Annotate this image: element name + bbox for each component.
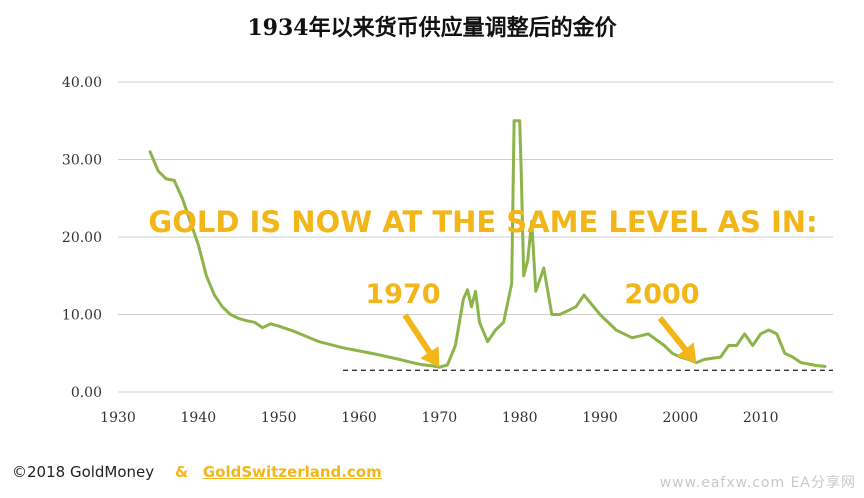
annotation-1970-arrowhead	[420, 346, 440, 368]
watermark: www.eafxw.com EA分享网	[659, 475, 856, 491]
y-tick-label: 20.00	[62, 230, 102, 246]
y-tick-label: 0.00	[71, 385, 102, 401]
annotation-1970-label: 1970	[365, 279, 440, 310]
x-tick-labels: 1930 1940 1950 1960 1970 1980 1990 2000 2010	[100, 410, 778, 426]
grid-lines	[118, 81, 833, 393]
y-tick-label: 30.00	[62, 153, 102, 169]
annotation-2000-label: 2000	[624, 279, 699, 310]
gold-price-line	[148, 119, 827, 369]
annotation-headline: GOLD IS NOW AT THE SAME LEVEL AS IN:	[148, 205, 817, 239]
y-tick-label: 10.00	[62, 308, 102, 324]
copyright-text: ©2018 GoldMoney	[12, 463, 155, 481]
footer: ©2018 GoldMoney & GoldSwitzerland.com	[12, 463, 382, 481]
x-tick-label: 1990	[582, 410, 618, 426]
goldswitzerland-link[interactable]: GoldSwitzerland.com	[202, 463, 382, 481]
y-tick-label: 40.00	[62, 75, 102, 91]
annotation-1970-arrow-shaft	[402, 313, 432, 354]
series-layer	[148, 119, 827, 369]
chart-title: 1934年以来货币供应量调整后的金价	[247, 15, 617, 41]
y-tick-labels: 0.00 10.00 20.00 30.00 40.00	[62, 75, 102, 401]
annotation-2000-arrow-shaft	[657, 316, 688, 352]
x-tick-label: 1970	[422, 410, 458, 426]
x-tick-label: 1930	[100, 410, 136, 426]
x-tick-label: 1960	[341, 410, 377, 426]
x-tick-label: 1950	[261, 410, 297, 426]
x-tick-label: 1980	[502, 410, 538, 426]
x-tick-label: 2000	[663, 410, 699, 426]
annotation-2000-arrowhead	[676, 342, 697, 364]
ampersand: &	[174, 463, 189, 481]
annotation-layer: GOLD IS NOW AT THE SAME LEVEL AS IN: 1970…	[148, 205, 818, 368]
x-tick-label: 2010	[743, 410, 779, 426]
x-tick-label: 1940	[181, 410, 217, 426]
